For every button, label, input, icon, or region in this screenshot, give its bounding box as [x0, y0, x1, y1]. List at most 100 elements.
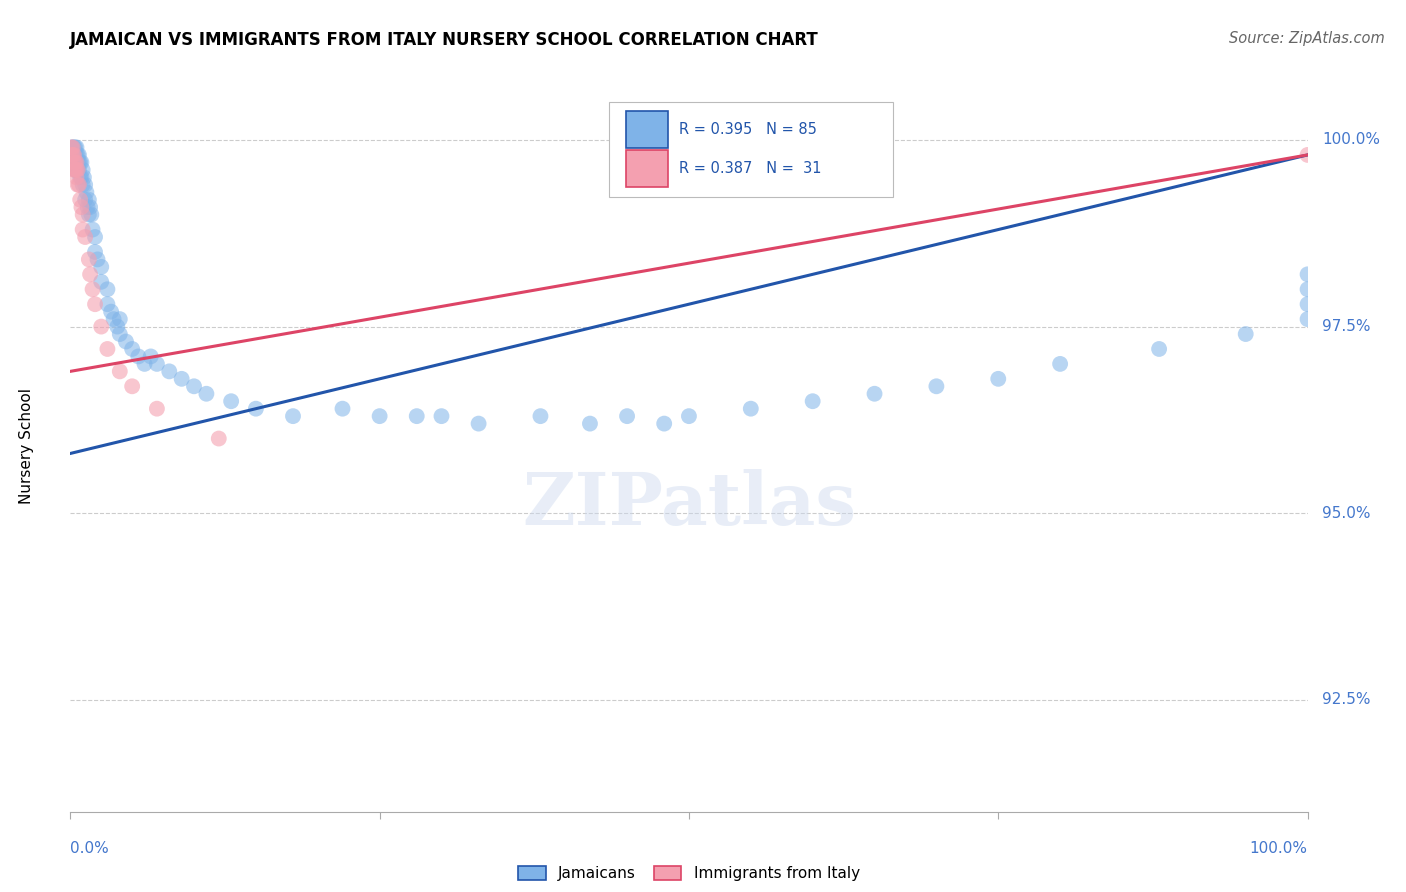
Point: [72, 222, 94, 236]
Point: [65, 162, 87, 177]
Point: [987, 372, 1010, 386]
Point: [65, 162, 87, 177]
Point: [80, 208, 103, 222]
Point: [170, 372, 193, 386]
Point: [75, 178, 97, 192]
Point: [616, 409, 638, 424]
Point: [60, 148, 83, 162]
Point: [67, 148, 90, 162]
Point: [69, 193, 91, 207]
Point: [79, 268, 101, 282]
Point: [70, 200, 93, 214]
Point: [1049, 357, 1071, 371]
Text: R = 0.387   N =  31: R = 0.387 N = 31: [679, 161, 821, 176]
Point: [70, 155, 93, 169]
Text: 95.0%: 95.0%: [1323, 506, 1371, 521]
Point: [467, 417, 489, 431]
Point: [65, 155, 87, 169]
Text: JAMAICAN VS IMMIGRANTS FROM ITALY NURSERY SCHOOL CORRELATION CHART: JAMAICAN VS IMMIGRANTS FROM ITALY NURSER…: [70, 31, 820, 49]
Point: [740, 401, 762, 416]
Point: [108, 312, 131, 326]
Point: [70, 170, 93, 185]
Point: [90, 275, 112, 289]
Point: [63, 148, 86, 162]
Point: [77, 252, 100, 267]
Point: [134, 357, 156, 371]
Point: [65, 162, 87, 177]
Point: [1296, 312, 1319, 326]
Text: R = 0.395   N = 85: R = 0.395 N = 85: [679, 122, 817, 136]
Point: [579, 417, 602, 431]
Point: [652, 417, 675, 431]
Point: [69, 170, 91, 185]
Point: [77, 208, 100, 222]
Point: [1296, 148, 1319, 162]
Point: [100, 304, 122, 318]
Point: [281, 409, 304, 424]
FancyBboxPatch shape: [626, 150, 668, 187]
Point: [157, 364, 180, 378]
Point: [1296, 268, 1319, 282]
Point: [65, 140, 87, 154]
Point: [65, 155, 87, 169]
Point: [65, 155, 87, 169]
Point: [86, 252, 108, 267]
Point: [65, 148, 87, 162]
Point: [105, 319, 128, 334]
Point: [1296, 297, 1319, 311]
Point: [84, 297, 107, 311]
Point: [75, 186, 97, 200]
Point: [67, 162, 90, 177]
Point: [72, 162, 94, 177]
Point: [678, 409, 700, 424]
Point: [65, 140, 87, 154]
Point: [72, 178, 94, 192]
Point: [77, 193, 100, 207]
Point: [73, 170, 96, 185]
Text: 100.0%: 100.0%: [1323, 133, 1381, 147]
Point: [75, 193, 97, 207]
Point: [75, 230, 97, 244]
Point: [66, 155, 89, 169]
Point: [66, 162, 89, 177]
Point: [1296, 282, 1319, 296]
Point: [183, 379, 205, 393]
Point: [245, 401, 267, 416]
Point: [79, 200, 101, 214]
Point: [65, 162, 87, 177]
Point: [1147, 342, 1170, 356]
Point: [67, 155, 90, 169]
Point: [65, 170, 87, 185]
Point: [430, 409, 453, 424]
Point: [82, 222, 104, 236]
Point: [208, 432, 231, 446]
Point: [115, 334, 138, 349]
Point: [121, 379, 143, 393]
Point: [60, 140, 83, 154]
Point: [1234, 326, 1257, 341]
Point: [121, 342, 143, 356]
FancyBboxPatch shape: [626, 111, 668, 148]
Point: [66, 148, 89, 162]
Point: [96, 282, 118, 296]
Text: Nursery School: Nursery School: [20, 388, 35, 504]
Point: [84, 230, 107, 244]
Point: [925, 379, 948, 393]
Text: 92.5%: 92.5%: [1323, 692, 1371, 707]
Point: [96, 342, 118, 356]
Point: [103, 312, 125, 326]
Point: [90, 319, 112, 334]
Point: [82, 282, 104, 296]
Point: [62, 140, 84, 154]
Point: [63, 140, 86, 154]
Point: [219, 394, 242, 409]
Point: [63, 155, 86, 169]
Point: [60, 148, 83, 162]
Point: [76, 200, 98, 214]
Point: [69, 155, 91, 169]
Text: ZIPatlas: ZIPatlas: [522, 469, 856, 540]
Point: [195, 386, 218, 401]
Point: [62, 148, 84, 162]
Point: [863, 386, 886, 401]
Point: [63, 155, 86, 169]
